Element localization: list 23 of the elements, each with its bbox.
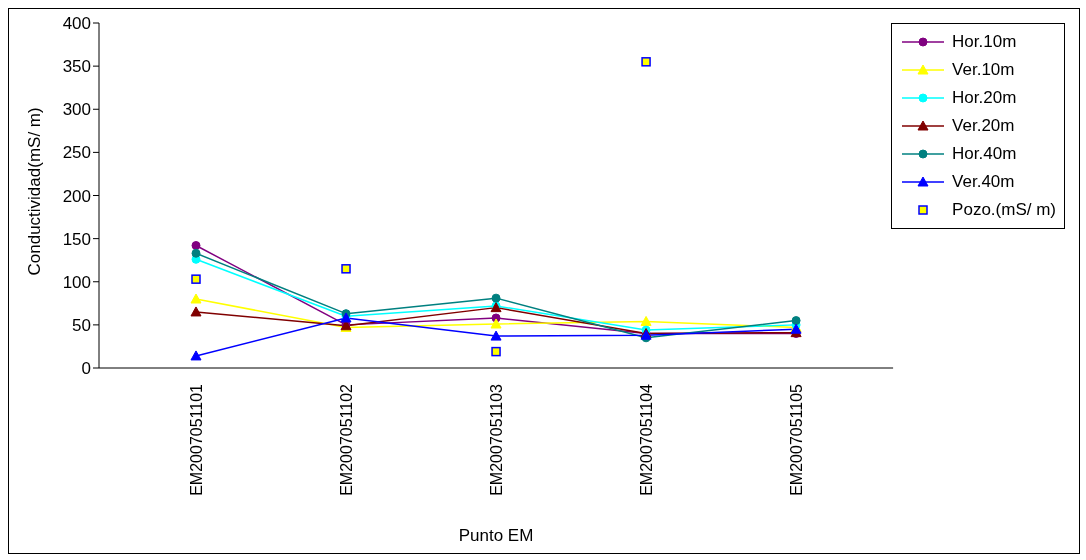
y-axis-title: Conductividad(mS/ m): [25, 107, 45, 276]
y-tick-label: 350: [62, 57, 91, 77]
legend-label: Ver.10m: [952, 60, 1015, 80]
legend-label: Ver.40m: [952, 172, 1015, 192]
x-tick-label: EM2007051103: [487, 383, 505, 496]
x-tick-label: EM2007051104: [637, 383, 655, 496]
legend-label: Hor.10m: [952, 32, 1017, 52]
y-tick-label: 400: [62, 14, 91, 34]
y-tick-label: 0: [81, 359, 91, 379]
legend-label: Pozo.(mS/ m): [952, 200, 1056, 220]
y-tick-label: 200: [62, 186, 91, 206]
y-tick-label: 150: [62, 229, 91, 249]
y-tick-label: 100: [62, 272, 91, 292]
y-tick-label: 300: [62, 100, 91, 120]
x-axis-title: Punto EM: [458, 526, 534, 545]
legend-label: Ver.20m: [952, 116, 1015, 136]
legend-label: Hor.20m: [952, 88, 1017, 108]
x-tick-label: EM2007051105: [787, 383, 805, 496]
y-tick-label: 250: [62, 143, 91, 163]
y-tick-label: 50: [72, 315, 91, 335]
x-tick-label: EM2007051101: [187, 383, 205, 496]
x-tick-label: EM2007051102: [337, 383, 355, 496]
legend-label: Hor.40m: [952, 144, 1017, 164]
